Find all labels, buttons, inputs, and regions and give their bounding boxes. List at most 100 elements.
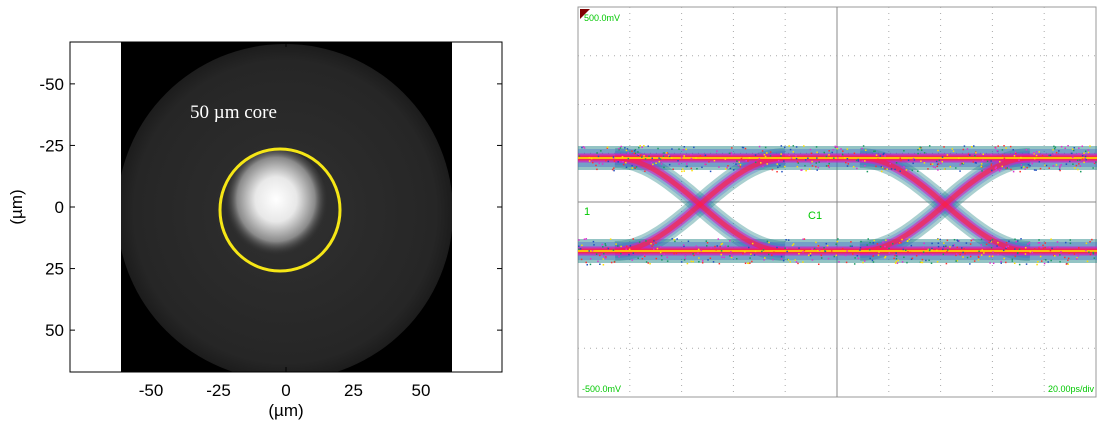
eye-noise [631,259,634,261]
eye-noise [1025,148,1028,151]
eye-noise [659,158,662,160]
eye-noise [801,169,803,171]
eye-noise [997,253,999,256]
eye-noise [1005,147,1007,149]
eye-noise [697,248,700,251]
eye-noise [913,159,916,161]
eye-noise [861,160,864,162]
eye-noise [665,152,668,154]
eye-noise [934,166,937,169]
eye-noise [952,244,954,247]
eye-noise [650,162,653,164]
eye-noise [815,162,817,164]
eye-noise [1056,241,1059,243]
eye-noise [808,254,810,257]
eye-noise [685,148,687,151]
eye-noise [787,239,790,241]
eye-noise [603,252,605,255]
eye-noise [738,161,741,163]
eye-noise [862,261,864,264]
eye-noise [949,165,952,168]
eye-noise [596,152,598,154]
bottom-label: -500.0mV [582,384,621,394]
eye-noise [971,146,973,148]
eye-noise [656,247,659,250]
eye-noise [712,261,715,263]
eye-noise [803,145,805,147]
eye-noise [631,164,633,167]
eye-noise [1048,154,1050,157]
eye-noise [958,240,960,242]
eye-noise [877,158,879,161]
eye-noise [595,164,597,167]
eye-noise [650,242,652,245]
core-circle [218,147,342,273]
eye-noise [910,258,913,260]
eye-noise [1078,163,1080,165]
eye-noise [686,165,688,168]
eye-noise [1081,154,1084,157]
eye-noise [605,159,607,162]
eye-noise [864,160,866,162]
eye-noise [727,165,729,167]
eye-noise [686,262,689,265]
eye-noise [966,148,969,150]
eye-noise [1053,153,1056,155]
eye-noise [846,250,848,252]
eye-noise [844,157,846,159]
eye-noise [810,152,813,155]
eye-noise [1005,247,1007,249]
eye-noise [1052,165,1055,167]
eye-noise [761,150,764,152]
eye-noise [919,146,921,149]
eye-noise [1077,255,1080,257]
eye-noise [845,161,847,164]
eye-noise [846,148,849,150]
eye-noise [744,262,747,265]
eye-noise [794,259,796,261]
eye-noise [1000,262,1002,264]
eye-noise [941,160,944,163]
eye-noise [1072,163,1074,165]
eye-noise [637,154,639,156]
eye-noise [958,157,960,159]
eye-noise [638,146,640,149]
eye-noise [875,154,878,156]
eye-noise [917,148,919,151]
eye-noise [982,159,984,162]
eye-noise [894,168,896,171]
eye-noise [602,264,605,266]
eye-noise [856,254,859,257]
eye-noise [605,256,607,258]
eye-noise [828,166,830,169]
eye-noise [1089,145,1091,147]
eye-noise [588,160,591,162]
eye-noise [1027,164,1030,166]
eye-noise [817,263,820,266]
eye-noise [758,157,761,160]
eye-noise [903,166,905,168]
eye-noise [796,161,799,163]
eye-noise [668,155,671,158]
eye-noise [634,148,637,151]
eye-noise [872,261,875,263]
light-spot [224,149,328,261]
eye-noise [747,262,750,265]
eye-noise [1059,260,1061,263]
eye-noise [901,238,903,241]
eye-noise [585,261,587,264]
eye-noise [930,262,933,264]
eye-noise [928,248,931,250]
eye-noise [612,157,615,159]
eye-noise [730,250,732,253]
eye-noise [638,241,641,243]
eye-noise [1073,167,1076,169]
eye-noise [962,148,965,151]
eye-noise [1038,245,1041,248]
eye-noise [827,165,830,167]
eye-noise [1093,257,1096,259]
eye-noise [681,170,683,173]
eye-noise [1065,263,1068,265]
eye-noise [783,146,786,149]
eye-noise [849,245,852,247]
